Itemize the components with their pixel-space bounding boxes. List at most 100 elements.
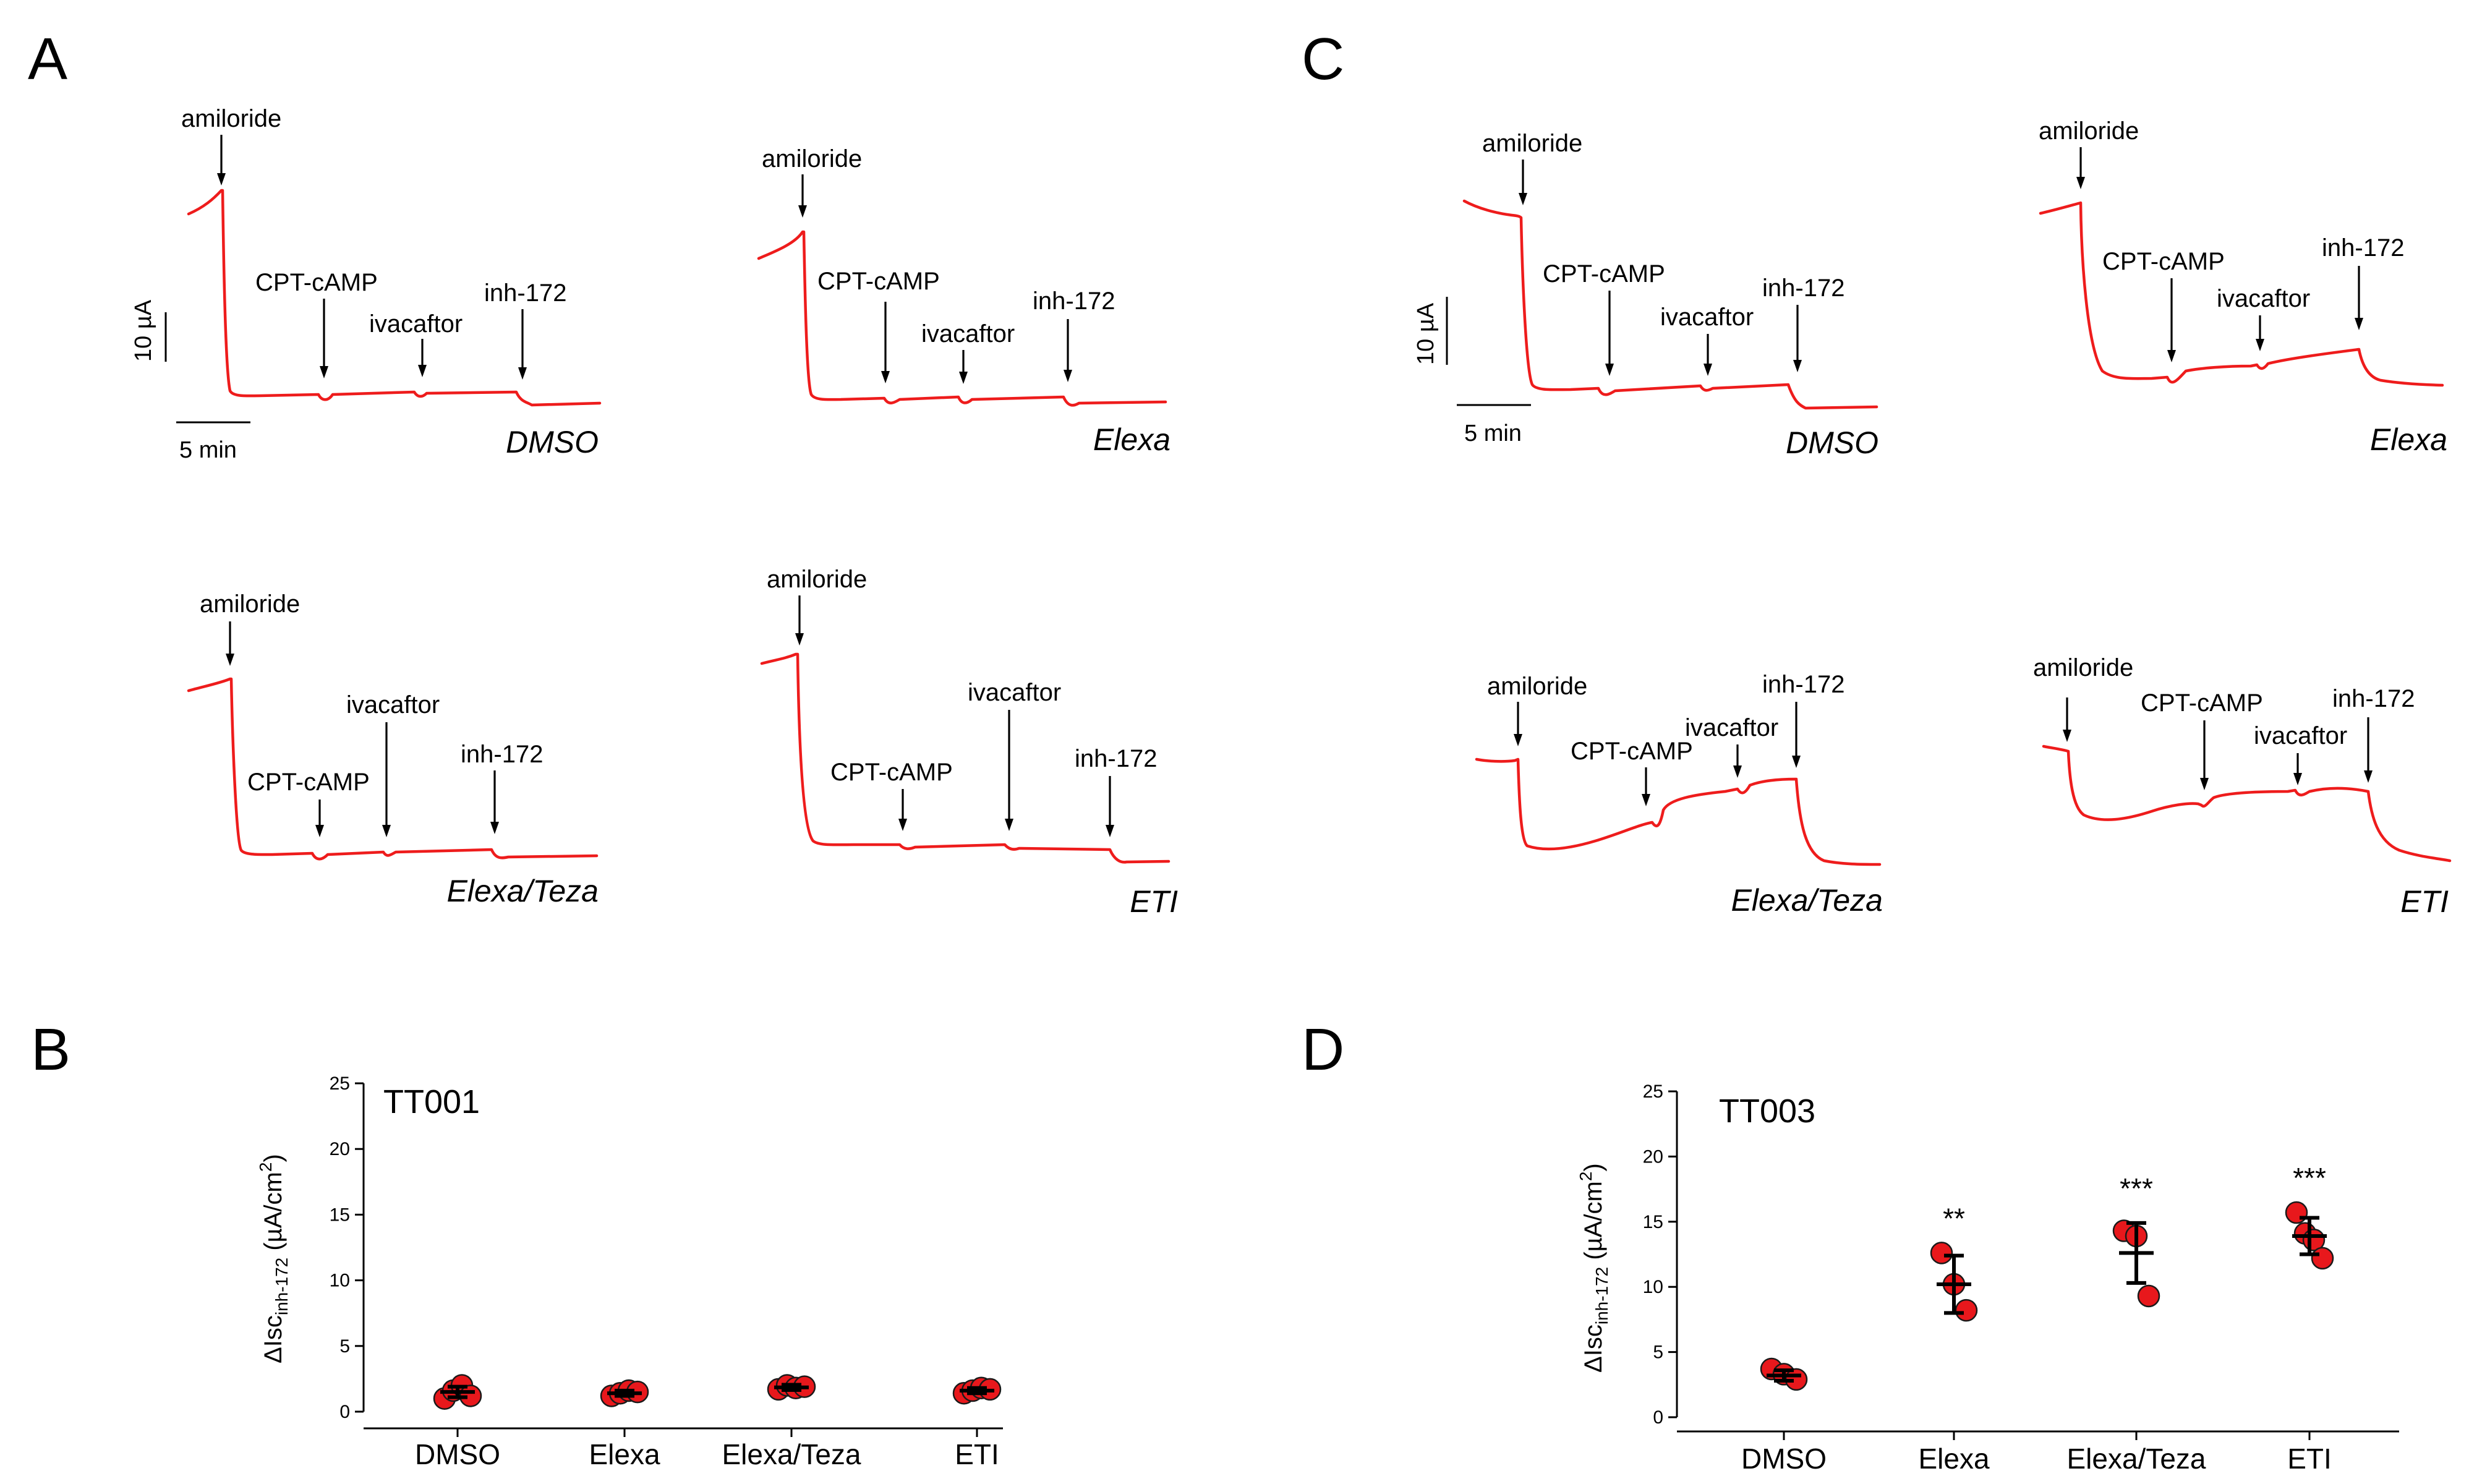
trace-group-a-elexa: amiloride CPT-cAMP ivacaftor inh-172 Ele… — [757, 145, 1171, 457]
label-c-elexateza-cpt: CPT-cAMP — [1571, 738, 1693, 765]
trace-group-a-elexateza: amiloride CPT-cAMP ivacaftor inh-172 Ele… — [187, 591, 599, 908]
label-c-elexa-iva: ivacaftor — [2217, 285, 2310, 312]
plot-b-category-label-0: DMSO — [415, 1438, 500, 1470]
plot-b-y-label-unit: (µA/cm — [260, 1172, 287, 1258]
trace-c-dmso — [1462, 199, 1878, 410]
condition-c-elexateza: Elexa/Teza — [1731, 883, 1883, 918]
arrowhead-a-dmso-iva — [418, 365, 427, 377]
arrowhead-c-elexa-iva — [2256, 339, 2264, 351]
label-a-elexateza-inh: inh-172 — [461, 741, 543, 768]
plot-b-y-label-main: ΔIsc — [260, 1315, 287, 1363]
plot-b-title: TT001 — [383, 1083, 480, 1120]
arrowhead-a-eti-inh — [1106, 825, 1114, 837]
plot-d-y-label-main: ΔIsc — [1580, 1324, 1607, 1373]
label-a-elexa-inh: inh-172 — [1033, 288, 1115, 315]
panel-label-b: B — [31, 1017, 70, 1083]
trace-group-c-eti: amiloride CPT-cAMP ivacaftor inh-172 ETI — [2033, 654, 2452, 919]
label-a-elexa-iva: ivacaftor — [921, 320, 1015, 348]
label-c-eti-cpt: CPT-cAMP — [2141, 689, 2263, 717]
label-a-elexateza-iva: ivacaftor — [346, 691, 440, 719]
arrowhead-a-elexateza-cpt — [315, 825, 324, 837]
arrowhead-c-eti-inh — [2364, 770, 2373, 783]
arrowhead-c-elexa-inh — [2355, 318, 2363, 330]
plot-d-y-label-close: ) — [1580, 1163, 1607, 1171]
condition-a-dmso: DMSO — [506, 425, 599, 459]
label-c-dmso-cpt: CPT-cAMP — [1543, 260, 1665, 288]
plot-b-ytick-label-3: 15 — [330, 1205, 350, 1225]
plot-d-y-label-sup: 2 — [1576, 1172, 1595, 1182]
plot-d-category-label-0: DMSO — [1741, 1443, 1827, 1475]
plot-d-ytick-label-5: 25 — [1643, 1081, 1663, 1102]
arrowhead-c-elexateza-amiloride — [1514, 734, 1522, 746]
plot-b-ytick-label-4: 20 — [330, 1139, 350, 1159]
trace-group-c-elexateza: amiloride CPT-cAMP ivacaftor inh-172 Ele… — [1475, 671, 1883, 918]
label-a-eti-cpt: CPT-cAMP — [830, 759, 953, 786]
arrowhead-a-elexa-iva — [959, 372, 968, 384]
condition-a-elexa: Elexa — [1093, 422, 1171, 457]
plot-d-significance-3: *** — [2293, 1162, 2326, 1194]
trace-a-elexa — [757, 230, 1167, 407]
trace-c-elexateza — [1475, 757, 1882, 866]
plot-b-ytick-label-2: 10 — [330, 1271, 350, 1291]
arrowhead-a-dmso-inh — [518, 367, 527, 380]
label-c-dmso-inh: inh-172 — [1762, 275, 1844, 302]
condition-a-elexateza: Elexa/Teza — [446, 874, 599, 908]
condition-a-eti: ETI — [1130, 884, 1178, 919]
arrowhead-c-eti-cpt — [2200, 778, 2209, 790]
label-c-elexateza-iva: ivacaftor — [1685, 714, 1778, 741]
trace-c-eti — [2042, 744, 2452, 863]
plot-d-significance-1: ** — [1943, 1202, 1965, 1234]
arrowhead-c-eti-amiloride — [2063, 730, 2071, 742]
plot-b-ytick-label-5: 25 — [330, 1073, 350, 1094]
arrowhead-c-dmso-iva — [1704, 364, 1712, 376]
plot-b-category-label-3: ETI — [955, 1438, 999, 1470]
plot-d-significance-2: *** — [2120, 1172, 2153, 1205]
label-c-dmso-iva: ivacaftor — [1660, 304, 1754, 331]
plot-b-category-label-1: Elexa — [589, 1438, 660, 1470]
plot-d-ytick-label-2: 10 — [1643, 1277, 1663, 1297]
scale-bar-a: 10 µA 5 min — [130, 299, 250, 463]
trace-c-elexa — [2039, 201, 2444, 387]
trace-group-c-elexa: amiloride CPT-cAMP ivacaftor inh-172 Ele… — [2039, 117, 2447, 457]
arrowhead-c-dmso-inh — [1793, 360, 1802, 372]
label-a-dmso-inh: inh-172 — [484, 279, 566, 307]
label-c-elexateza-amiloride: amiloride — [1487, 673, 1587, 700]
trace-a-elexateza — [187, 677, 599, 861]
plot-b-category-label-2: Elexa/Teza — [722, 1438, 861, 1470]
label-c-elexa-cpt: CPT-cAMP — [2102, 248, 2225, 275]
trace-a-eti — [760, 652, 1171, 864]
plot-d-y-label-unit: (µA/cm — [1580, 1181, 1607, 1267]
plot-d-category-label-1: Elexa — [1918, 1443, 1989, 1475]
label-c-dmso-amiloride: amiloride — [1482, 130, 1582, 157]
plot-d-ytick-label-1: 5 — [1653, 1342, 1663, 1363]
arrowhead-c-elexateza-cpt — [1642, 794, 1650, 806]
plot-d-ytick-label-4: 20 — [1643, 1146, 1663, 1167]
label-a-eti-inh: inh-172 — [1075, 745, 1157, 772]
plot-b-y-label-sub: inh-172 — [272, 1258, 291, 1315]
scale-bar-c-time-label: 5 min — [1464, 420, 1522, 446]
scale-bar-a-current-label: 10 µA — [130, 299, 156, 362]
label-a-eti-iva: ivacaftor — [968, 679, 1061, 706]
panel-label-a: A — [28, 26, 67, 92]
plot-b-ytick-label-0: 0 — [339, 1402, 350, 1422]
arrowhead-c-elexateza-inh — [1792, 756, 1801, 768]
label-c-eti-inh: inh-172 — [2332, 685, 2415, 712]
condition-c-eti: ETI — [2400, 884, 2449, 919]
plot-d-category-label-2: Elexa/Teza — [2066, 1443, 2206, 1475]
arrowhead-a-elexateza-inh — [490, 822, 499, 834]
plot-d-y-label: ΔIscinh-172 (µA/cm2) — [1576, 1163, 1611, 1373]
label-c-elexa-inh: inh-172 — [2322, 234, 2404, 262]
plot-d-point-1-2 — [1955, 1298, 1978, 1322]
trace-group-a-dmso: amiloride CPT-cAMP ivacaftor inh-172 DMS… — [181, 105, 602, 459]
dot-plot-b: TT001 ΔIscinh-172 (µA/cm2) 0 5 10 15 20 25 DMS… — [256, 1073, 1003, 1470]
plot-b-y-label-sup: 2 — [256, 1162, 275, 1172]
arrowhead-a-eti-cpt — [898, 819, 907, 831]
arrowhead-a-dmso-amiloride — [217, 173, 226, 186]
label-a-dmso-amiloride: amiloride — [181, 105, 281, 132]
label-c-eti-iva: ivacaftor — [2254, 722, 2347, 749]
arrowhead-c-dmso-cpt — [1605, 364, 1614, 376]
arrowhead-a-elexa-amiloride — [798, 205, 807, 218]
plot-d-point-1-0 — [1930, 1242, 1953, 1264]
plot-b-y-label-close: ) — [260, 1154, 287, 1162]
